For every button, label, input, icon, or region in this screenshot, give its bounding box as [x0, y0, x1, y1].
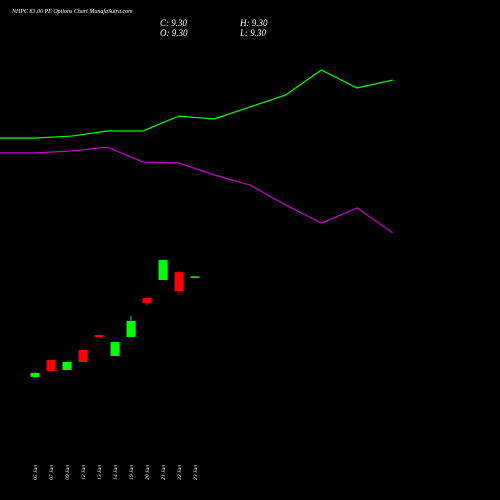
candle-body: [190, 276, 200, 278]
x-tick-label: 07 Jan: [49, 465, 55, 480]
x-tick-label: 22 Jan: [177, 465, 183, 480]
x-tick-label: 13 Jan: [97, 465, 103, 480]
candle-body: [110, 342, 120, 357]
x-tick-label: 20 Jan: [145, 465, 151, 480]
candle-body: [126, 320, 136, 338]
ohlc-low: L: 9.30: [239, 28, 267, 38]
candle-body: [46, 360, 56, 371]
x-tick-label: 21 Jan: [161, 465, 167, 480]
ohlc-open: O: 9.30: [160, 28, 188, 38]
x-tick-label: 19 Jan: [129, 465, 135, 480]
indicator-line: [0, 69, 393, 139]
x-tick-label: 23 Jan: [193, 465, 199, 480]
candle-body: [30, 373, 40, 377]
candle-body: [174, 272, 184, 292]
candle-body: [142, 298, 152, 303]
candle-body: [62, 362, 72, 370]
candle-body: [78, 350, 88, 363]
chart-title: NHPC 83.00 PE Options Chart MunafaSutra.…: [11, 8, 133, 15]
x-tick-label: 12 Jan: [81, 465, 87, 480]
ohlc-high: H: 9.30: [239, 18, 268, 28]
candle-body: [94, 335, 104, 338]
x-tick-label: 14 Jan: [112, 465, 119, 480]
x-tick-label: 09 Jan: [65, 465, 71, 480]
indicator-line: [0, 146, 394, 234]
ohlc-close: C: 9.30: [160, 18, 188, 28]
candle-body: [158, 260, 168, 281]
x-tick-label: 05 Jan: [33, 465, 39, 480]
